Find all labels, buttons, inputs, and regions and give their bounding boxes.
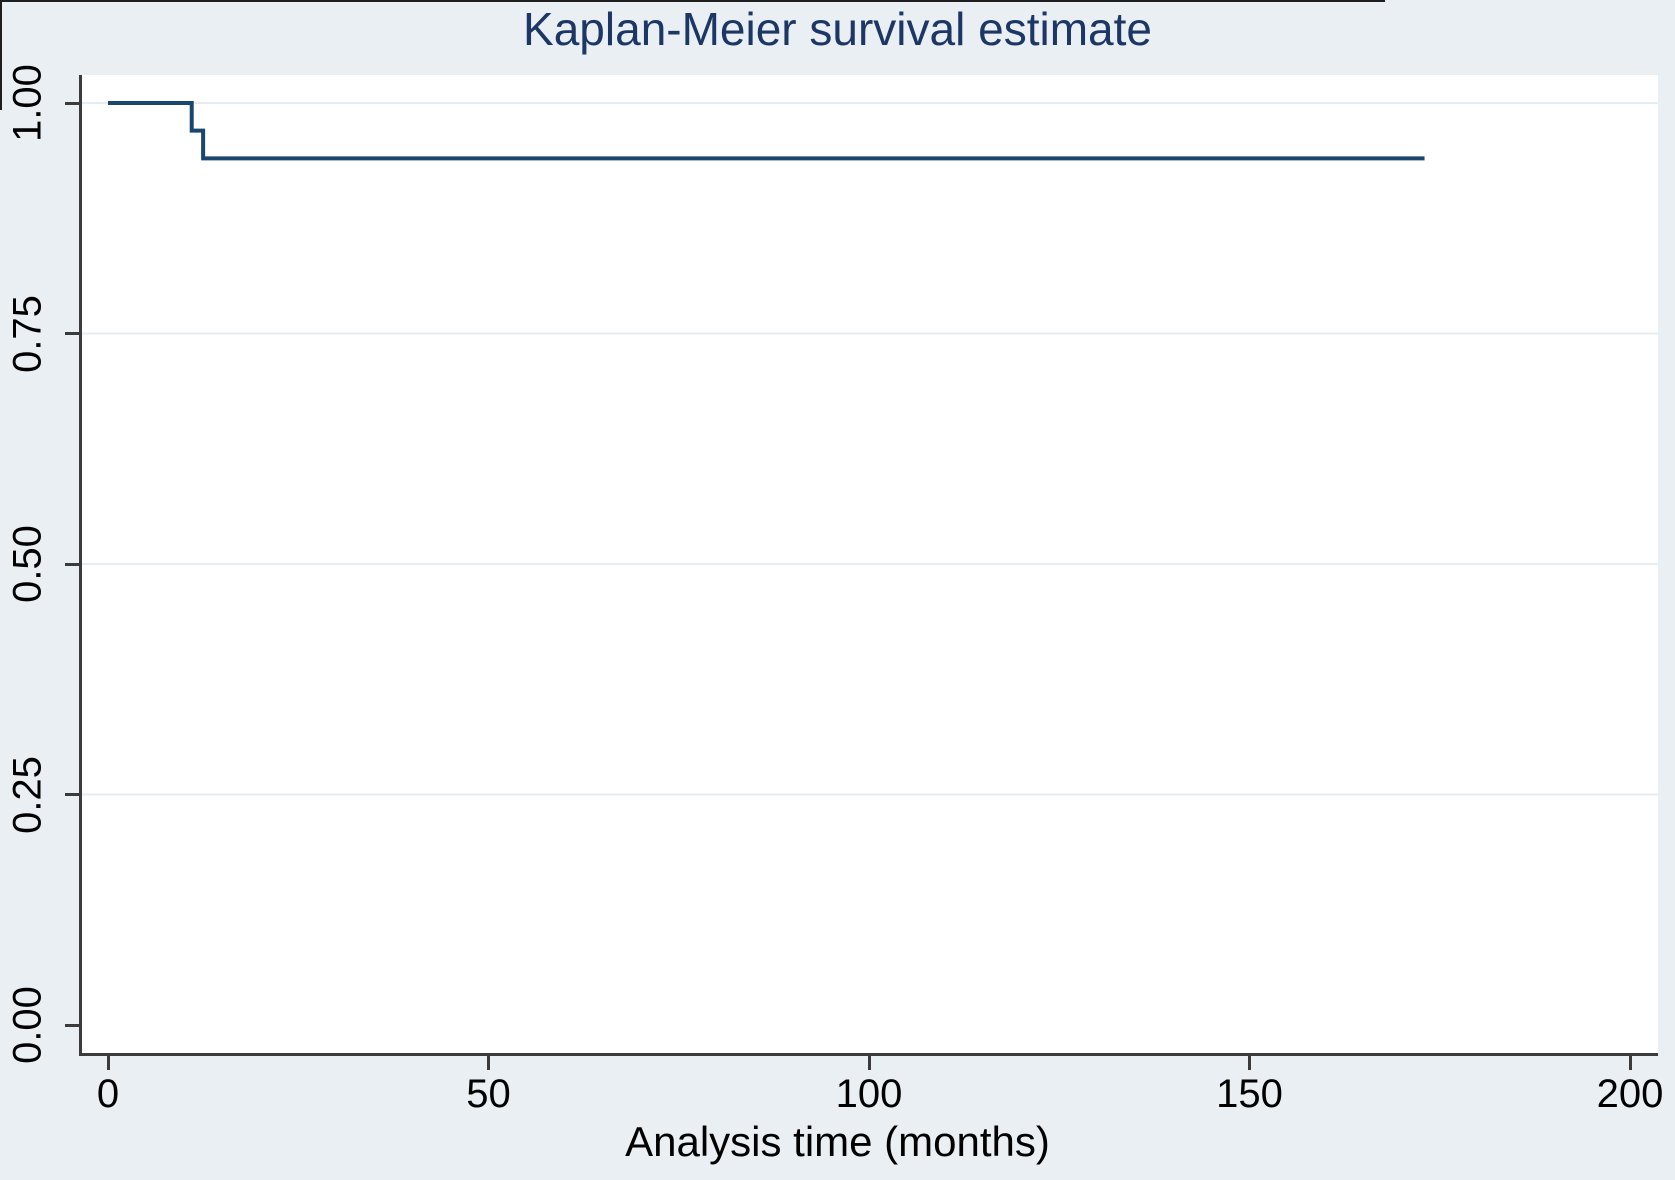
- survival-curve-canvas: [82, 101, 1658, 796]
- x-tick-mark: [1248, 1056, 1251, 1070]
- x-tick-label: 50: [466, 1072, 511, 1116]
- x-tick-label: 200: [1596, 1072, 1664, 1116]
- x-tick-label: 0: [96, 1072, 120, 1116]
- y-tick-label: 0.75: [5, 294, 50, 373]
- y-tick-mark: [65, 101, 79, 105]
- y-tick-mark: [65, 562, 79, 566]
- y-tick-label: 0.00: [5, 986, 50, 1064]
- x-tick-mark: [1628, 1056, 1632, 1070]
- survival-step-curve: [108, 101, 1425, 161]
- scan-artifact-left-border: [0, 0, 2, 110]
- x-axis-title: Analysis time (months): [625, 1118, 1050, 1165]
- x-tick-label: 150: [1216, 1072, 1283, 1116]
- y-tick-mark: [65, 332, 79, 335]
- chart-title: Kaplan-Meier survival estimate: [523, 3, 1152, 55]
- plot-area: [79, 75, 1658, 1056]
- x-tick-mark: [867, 1056, 871, 1070]
- y-tick-label: 1.00: [5, 64, 50, 142]
- y-tick-mark: [65, 1023, 79, 1027]
- scan-artifact-top-border: [0, 0, 1385, 2]
- y-tick-mark: [65, 793, 79, 796]
- y-tick-label: 0.25: [5, 755, 50, 834]
- y-tick-label: 0.50: [5, 525, 50, 603]
- x-tick-mark: [106, 1056, 110, 1070]
- x-tick-mark: [487, 1056, 490, 1070]
- x-tick-label: 100: [835, 1072, 903, 1116]
